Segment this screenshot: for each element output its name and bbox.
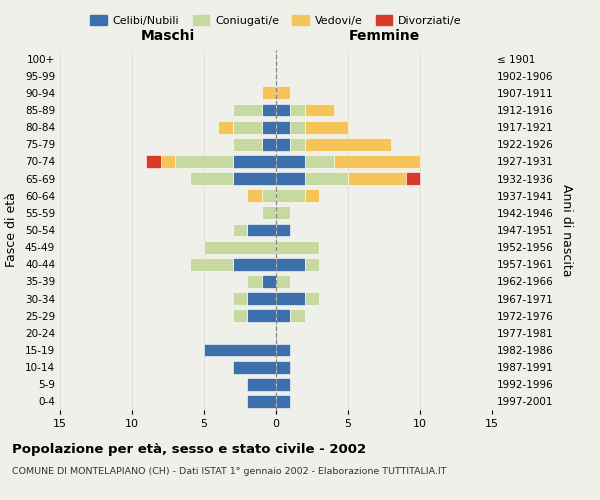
- Y-axis label: Anni di nascita: Anni di nascita: [560, 184, 573, 276]
- Bar: [247, 378, 276, 390]
- Bar: [276, 360, 290, 374]
- Bar: [276, 206, 290, 220]
- Bar: [233, 292, 247, 305]
- Bar: [276, 190, 305, 202]
- Bar: [305, 172, 348, 185]
- Bar: [406, 172, 420, 185]
- Bar: [262, 275, 276, 288]
- Bar: [233, 172, 276, 185]
- Bar: [305, 190, 319, 202]
- Bar: [204, 344, 276, 356]
- Bar: [233, 310, 247, 322]
- Bar: [276, 120, 290, 134]
- Bar: [276, 224, 290, 236]
- Bar: [305, 120, 348, 134]
- Bar: [276, 138, 290, 150]
- Bar: [276, 344, 290, 356]
- Bar: [190, 172, 233, 185]
- Bar: [276, 240, 319, 254]
- Bar: [247, 275, 262, 288]
- Bar: [290, 138, 305, 150]
- Bar: [305, 258, 319, 270]
- Text: Popolazione per età, sesso e stato civile - 2002: Popolazione per età, sesso e stato civil…: [12, 442, 366, 456]
- Bar: [247, 292, 276, 305]
- Bar: [204, 240, 276, 254]
- Bar: [334, 155, 420, 168]
- Bar: [218, 120, 233, 134]
- Bar: [276, 378, 290, 390]
- Legend: Celibi/Nubili, Coniugati/e, Vedovi/e, Divorziati/e: Celibi/Nubili, Coniugati/e, Vedovi/e, Di…: [86, 10, 466, 30]
- Bar: [233, 360, 276, 374]
- Bar: [305, 292, 319, 305]
- Bar: [276, 258, 305, 270]
- Bar: [262, 190, 276, 202]
- Text: COMUNE DI MONTELAPIANO (CH) - Dati ISTAT 1° gennaio 2002 - Elaborazione TUTTITAL: COMUNE DI MONTELAPIANO (CH) - Dati ISTAT…: [12, 468, 446, 476]
- Bar: [262, 206, 276, 220]
- Bar: [233, 258, 276, 270]
- Bar: [262, 104, 276, 117]
- Bar: [290, 310, 305, 322]
- Bar: [247, 224, 276, 236]
- Bar: [276, 104, 290, 117]
- Bar: [161, 155, 175, 168]
- Y-axis label: Fasce di età: Fasce di età: [5, 192, 18, 268]
- Bar: [276, 155, 305, 168]
- Bar: [305, 104, 334, 117]
- Bar: [262, 120, 276, 134]
- Bar: [276, 172, 305, 185]
- Bar: [233, 120, 262, 134]
- Text: Femmine: Femmine: [349, 29, 419, 43]
- Bar: [233, 138, 262, 150]
- Bar: [276, 275, 290, 288]
- Bar: [348, 172, 406, 185]
- Bar: [290, 120, 305, 134]
- Bar: [146, 155, 161, 168]
- Bar: [276, 395, 290, 408]
- Bar: [290, 104, 305, 117]
- Bar: [190, 258, 233, 270]
- Bar: [262, 86, 276, 100]
- Bar: [247, 190, 262, 202]
- Bar: [276, 310, 290, 322]
- Bar: [247, 310, 276, 322]
- Text: Maschi: Maschi: [141, 29, 195, 43]
- Bar: [233, 155, 276, 168]
- Bar: [233, 104, 262, 117]
- Bar: [305, 155, 334, 168]
- Bar: [276, 86, 290, 100]
- Bar: [247, 395, 276, 408]
- Bar: [305, 138, 391, 150]
- Bar: [276, 292, 305, 305]
- Bar: [175, 155, 233, 168]
- Bar: [233, 224, 247, 236]
- Bar: [262, 138, 276, 150]
